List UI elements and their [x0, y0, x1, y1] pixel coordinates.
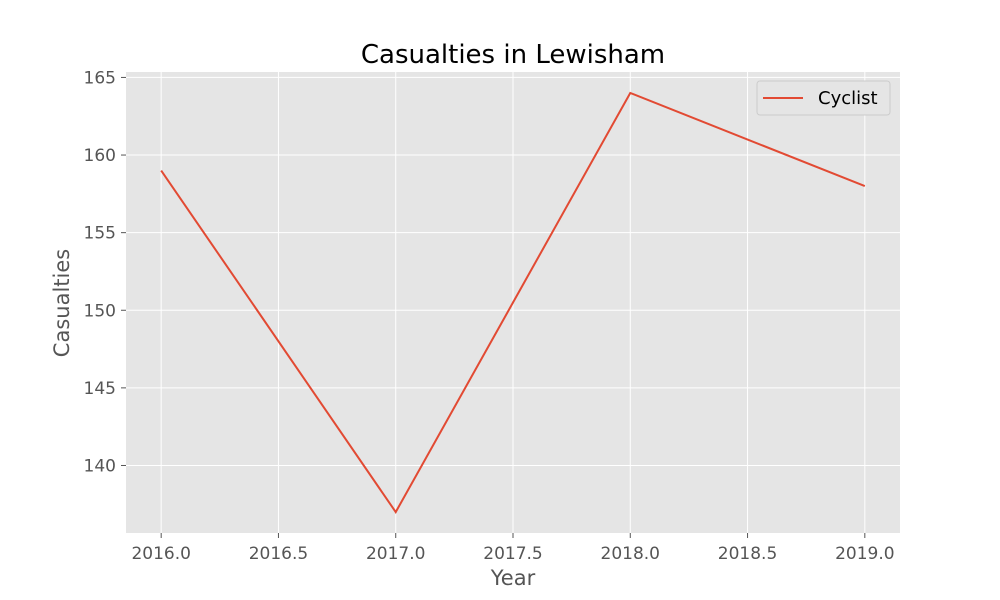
- x-tick-label: 2019.0: [835, 544, 894, 564]
- x-tick-label: 2018.0: [601, 544, 660, 564]
- x-axis-label: Year: [490, 566, 536, 590]
- y-tick-label: 145: [84, 379, 116, 399]
- x-tick-label: 2017.5: [483, 544, 542, 564]
- y-axis-label: Casualties: [50, 249, 74, 357]
- legend-box: [756, 80, 891, 116]
- chart-title: Casualties in Lewisham: [361, 40, 665, 70]
- y-ticks: 140 145 150 155 160 165: [84, 68, 126, 476]
- x-tick-label: 2016.5: [249, 544, 308, 564]
- x-tick-label: 2016.0: [131, 544, 190, 564]
- y-tick-label: 150: [84, 301, 116, 321]
- y-tick-label: 155: [84, 224, 116, 244]
- legend: Cyclist: [756, 80, 891, 116]
- x-tick-label: 2017.0: [366, 544, 425, 564]
- y-tick-label: 140: [84, 456, 116, 476]
- series-layer: [160, 91, 866, 514]
- y-gridlines: [126, 76, 900, 466]
- x-tick-label: 2018.5: [718, 544, 777, 564]
- y-tick-label: 160: [84, 146, 116, 166]
- x-ticks: 2016.0 2016.5 2017.0 2017.5 2018.0 2018.5 2019…: [131, 533, 895, 564]
- series-line-cyclist: [160, 91, 866, 514]
- y-tick-label: 165: [84, 68, 116, 88]
- legend-label-cyclist: Cyclist: [818, 88, 878, 109]
- x-gridlines: [160, 72, 866, 533]
